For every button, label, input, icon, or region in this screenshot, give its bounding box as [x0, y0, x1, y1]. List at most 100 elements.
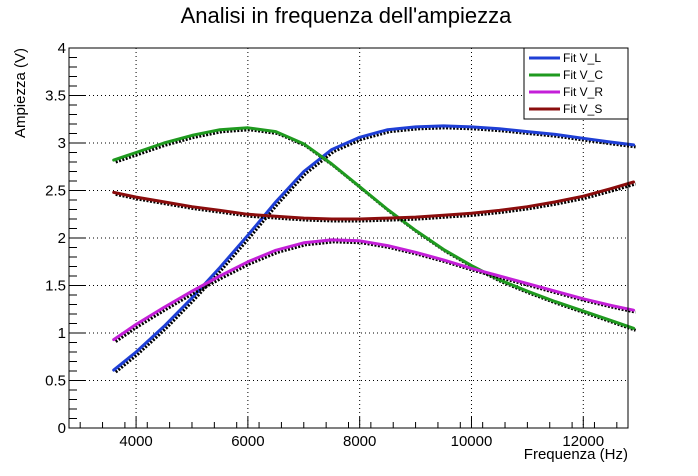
data-point — [275, 249, 277, 252]
tick-label-layer: 4000 6000 8000 10000 12000 0 0.5 1 1.5 2 2.5 3 3.5 4 — [45, 40, 604, 450]
data-point — [442, 248, 445, 251]
data-point — [219, 128, 221, 131]
data-point — [219, 275, 221, 277]
data-point — [414, 251, 417, 254]
data-point — [470, 267, 473, 270]
series-line-fit-v-r — [112, 238, 636, 342]
plot-frame — [68, 47, 629, 429]
data-point — [191, 290, 193, 293]
data-point — [386, 244, 389, 247]
y-tick-label: 2.5 — [45, 183, 66, 200]
data-point — [386, 217, 389, 219]
data-point — [275, 201, 277, 203]
data-point — [219, 209, 221, 212]
data-point — [330, 163, 333, 165]
data-point — [303, 170, 305, 173]
data-point — [386, 208, 389, 211]
data-point — [112, 338, 115, 341]
data-points-fit-v-s — [115, 182, 637, 223]
data-point — [526, 282, 529, 285]
series-line-fit-v-s — [112, 180, 636, 221]
data-point — [163, 325, 165, 328]
data-point — [610, 319, 612, 322]
x-tick-label: 6000 — [231, 433, 264, 450]
legend-label: Fit V_S — [563, 102, 602, 116]
data-point — [303, 143, 305, 145]
y-tick-label: 0 — [58, 420, 66, 437]
data-point — [219, 266, 221, 269]
data-point — [582, 195, 585, 197]
data-point — [498, 128, 501, 130]
x-tick-label: 8000 — [343, 433, 376, 450]
data-point — [632, 144, 635, 146]
data-point — [582, 310, 585, 312]
data-point — [470, 212, 473, 215]
data-point — [303, 242, 305, 244]
data-point — [247, 261, 249, 263]
x-axis-label: Frequenza (Hz) — [524, 446, 628, 463]
data-point — [112, 159, 115, 161]
data-point — [414, 216, 417, 218]
data-point — [526, 130, 529, 133]
data-point — [163, 142, 165, 144]
data-point — [247, 234, 249, 236]
chart-title: Analisi in frequenza dell'ampiezza — [181, 3, 512, 28]
data-point — [275, 215, 277, 217]
data-point — [610, 187, 612, 190]
data-point — [610, 141, 612, 143]
series-layer — [112, 124, 637, 374]
data-point — [470, 264, 473, 267]
data-point — [554, 300, 557, 303]
data-point — [442, 259, 445, 261]
y-tick-label: 3.5 — [45, 88, 66, 105]
data-point — [330, 148, 333, 151]
data-point — [247, 213, 249, 216]
data-point — [163, 306, 165, 309]
y-axis-label: Ampiezza (V) — [12, 48, 29, 138]
legend: Fit V_L Fit V_C Fit V_R Fit V_S — [523, 47, 629, 120]
data-point — [358, 136, 361, 139]
data-point — [358, 218, 361, 220]
data-point — [582, 298, 585, 300]
legend-box — [523, 47, 629, 120]
data-point — [386, 128, 389, 131]
y-tick-label: 1.5 — [45, 278, 66, 295]
data-point — [554, 201, 557, 203]
data-point — [112, 191, 115, 194]
data-point — [554, 133, 557, 136]
data-point — [632, 327, 635, 330]
data-point — [526, 205, 529, 208]
data-point — [442, 214, 445, 216]
data-point — [330, 239, 333, 241]
data-point — [414, 229, 417, 232]
data-point — [526, 290, 529, 293]
data-point — [358, 185, 361, 188]
data-point — [470, 126, 473, 128]
y-tick-label: 1 — [58, 325, 66, 342]
y-tick-label: 2 — [58, 230, 66, 247]
data-point — [303, 217, 305, 219]
data-point — [358, 240, 361, 242]
x-tick-label: 10000 — [451, 433, 493, 450]
data-point — [191, 134, 193, 137]
data-point — [135, 323, 137, 326]
data-point — [414, 126, 417, 128]
legend-label: Fit V_L — [563, 51, 601, 65]
data-point — [330, 218, 333, 220]
data-point — [112, 369, 115, 371]
data-point — [610, 304, 612, 307]
x-tick-label: 4000 — [119, 433, 152, 450]
data-point — [191, 205, 193, 208]
data-point — [632, 181, 635, 183]
data-point — [135, 196, 137, 198]
data-point — [554, 290, 557, 293]
legend-label: Fit V_R — [563, 85, 603, 99]
x-tick-label: 12000 — [562, 433, 604, 450]
data-point — [135, 151, 137, 154]
tick-layer — [69, 47, 618, 429]
y-tick-label: 0.5 — [45, 373, 66, 390]
legend-label: Fit V_C — [563, 68, 603, 82]
y-tick-label: 3 — [58, 135, 66, 152]
data-point — [163, 201, 165, 203]
